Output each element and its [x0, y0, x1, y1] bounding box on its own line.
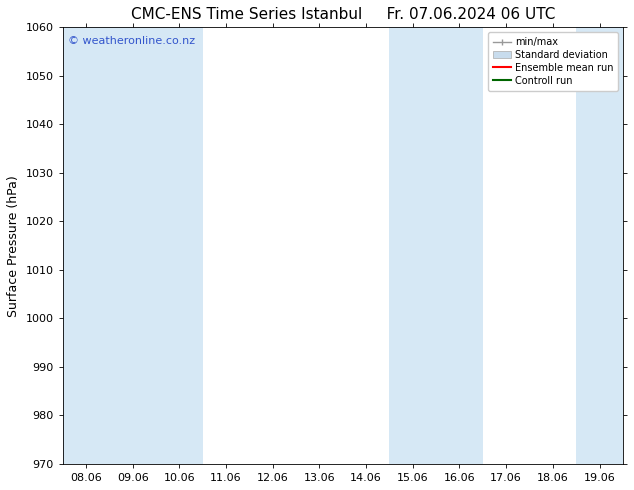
Bar: [576, 27, 623, 464]
Bar: [63, 27, 109, 464]
Bar: [156, 27, 203, 464]
Y-axis label: Surface Pressure (hPa): Surface Pressure (hPa): [7, 175, 20, 317]
Text: © weatheronline.co.nz: © weatheronline.co.nz: [68, 36, 195, 46]
Title: CMC-ENS Time Series Istanbul     Fr. 07.06.2024 06 UTC: CMC-ENS Time Series Istanbul Fr. 07.06.2…: [131, 7, 555, 22]
Legend: min/max, Standard deviation, Ensemble mean run, Controll run: min/max, Standard deviation, Ensemble me…: [488, 32, 618, 91]
Bar: [109, 27, 156, 464]
Bar: [436, 27, 483, 464]
Bar: [389, 27, 436, 464]
